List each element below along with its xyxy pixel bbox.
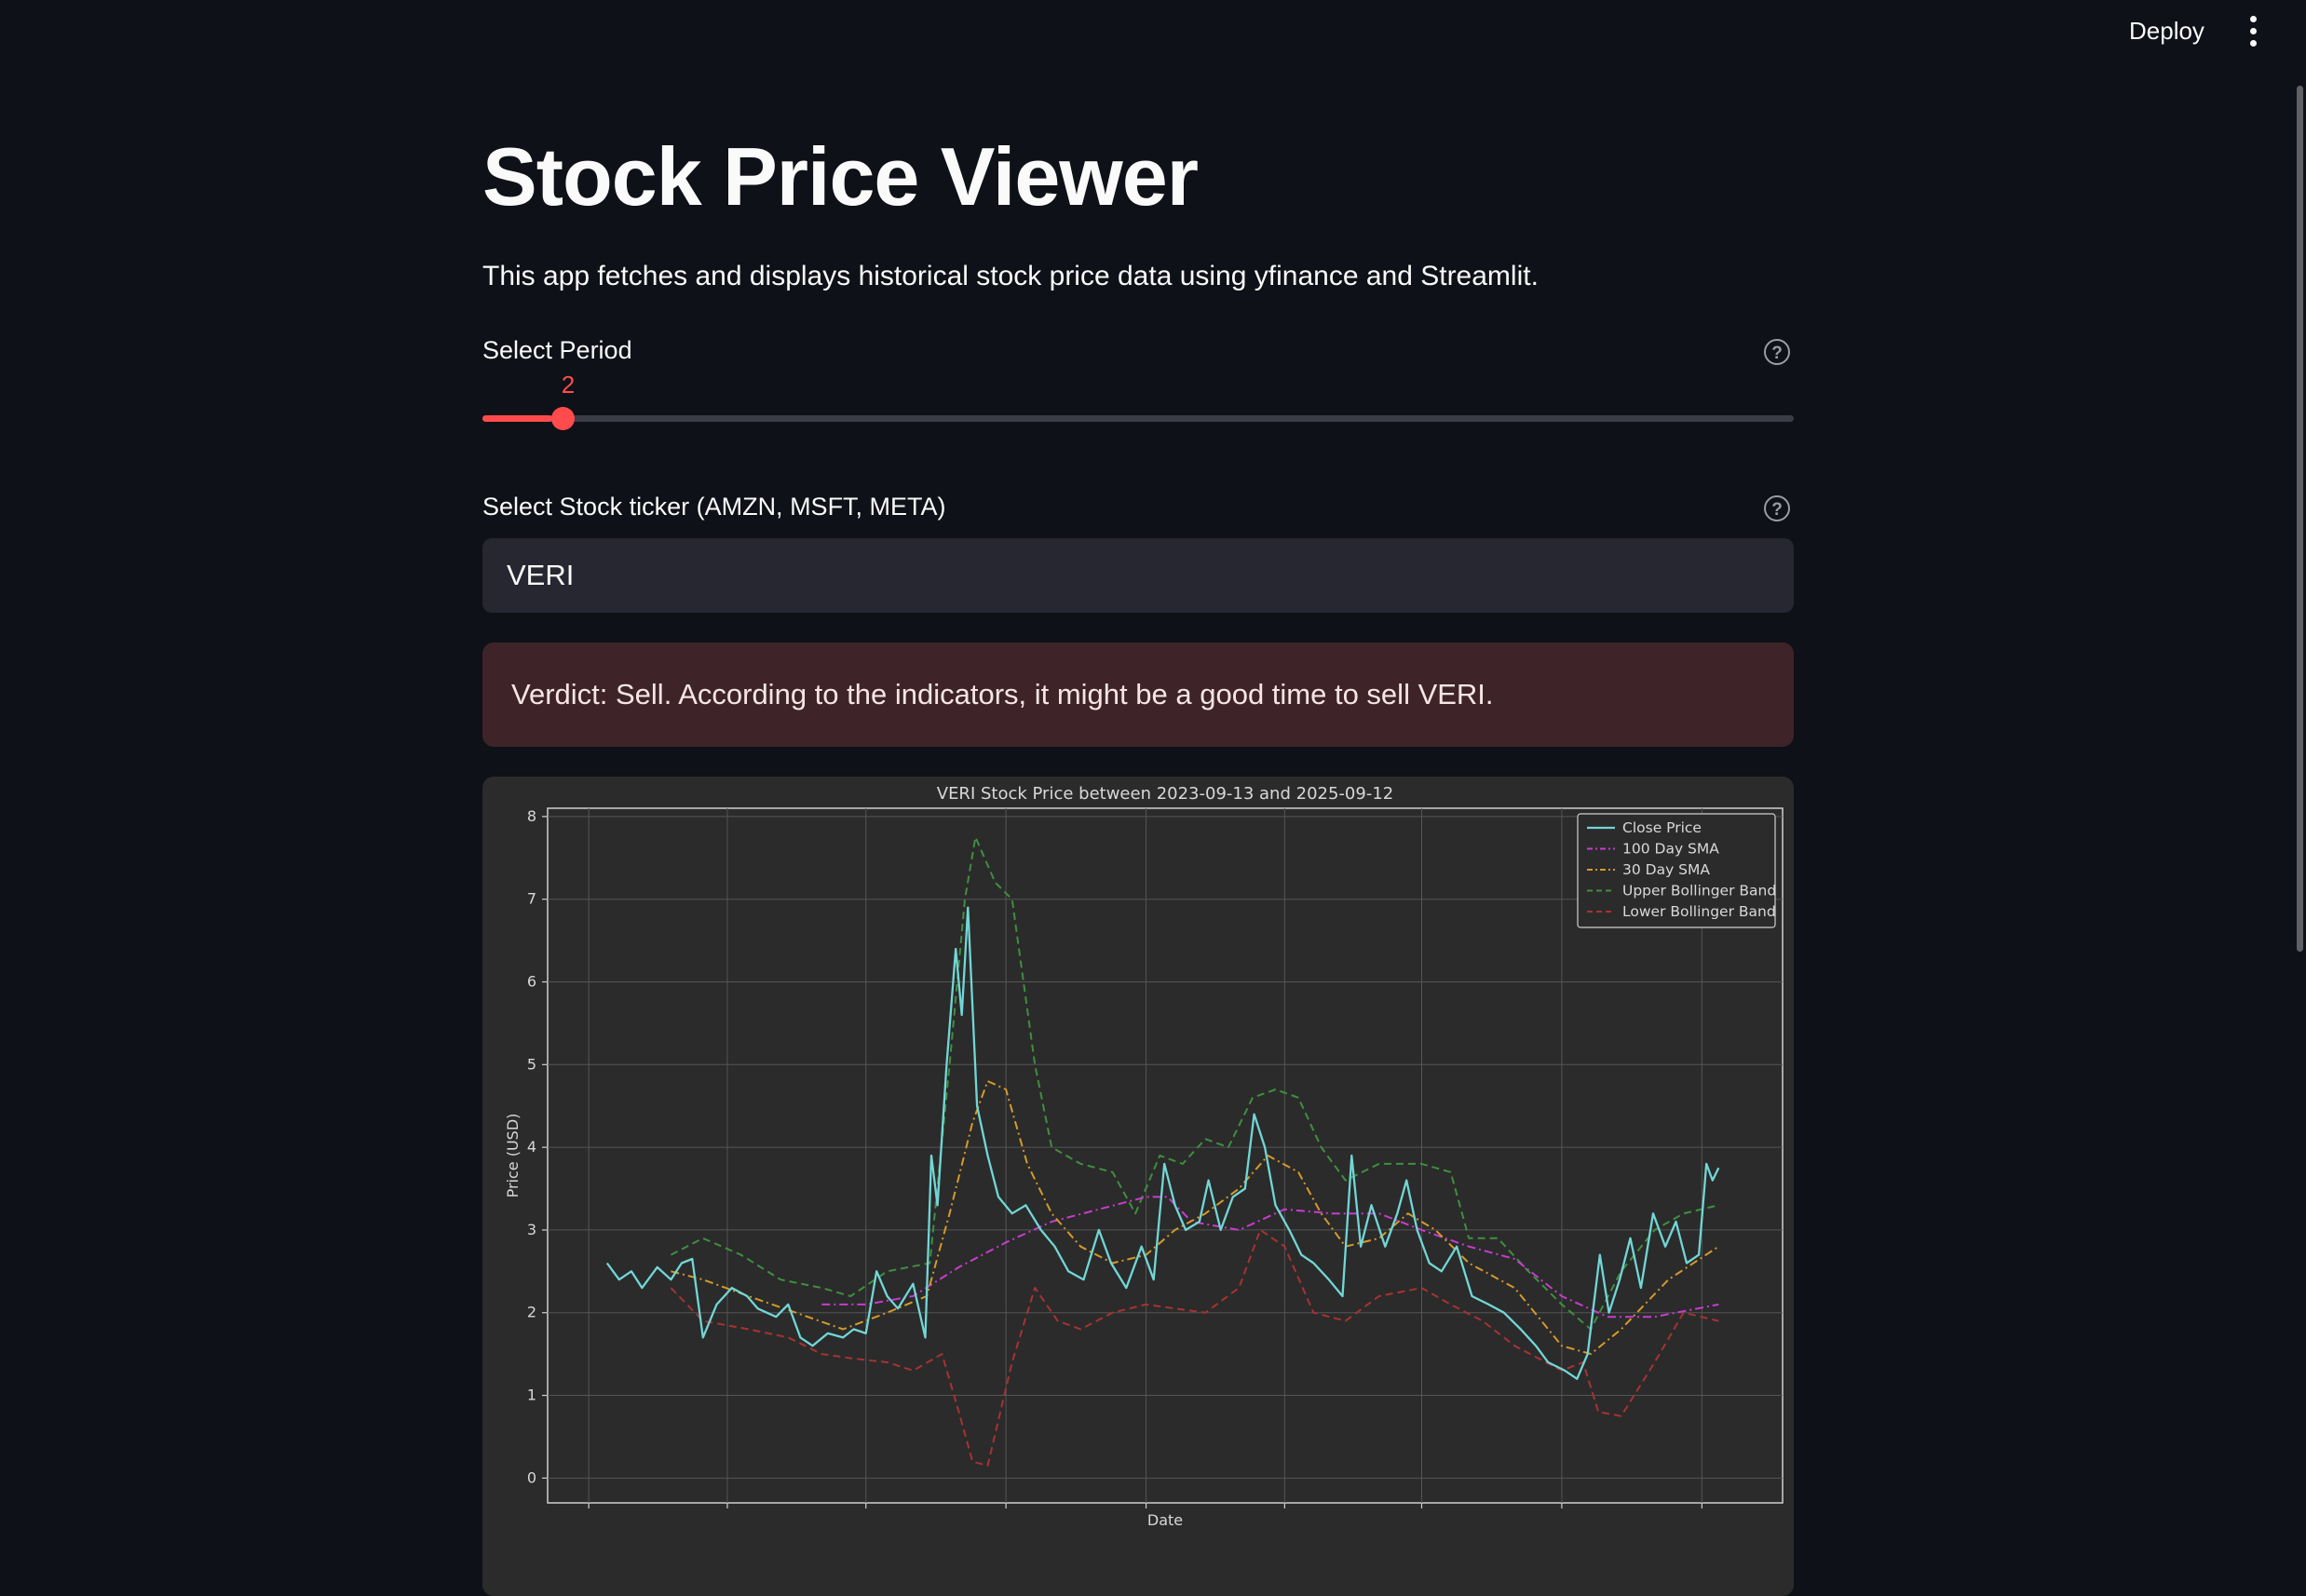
y-tick-label: 5 <box>527 1055 536 1073</box>
series-line-100-day-sma <box>821 1196 1719 1319</box>
app-header: Deploy <box>0 0 2306 61</box>
period-slider-fill <box>482 415 552 422</box>
legend-label: Lower Bollinger Band <box>1622 903 1776 920</box>
legend-label: Close Price <box>1622 819 1702 836</box>
legend-label: 100 Day SMA <box>1622 841 1719 858</box>
y-tick-label: 2 <box>527 1304 536 1321</box>
y-tick-label: 0 <box>527 1468 536 1486</box>
ticker-help-icon[interactable]: ? <box>1764 495 1790 521</box>
stock-chart-svg: 0 1 2 3 4 5 6 7 8 VERI Stock Price between 2023-0… <box>504 784 1784 1529</box>
page-title: Stock Price Viewer <box>482 130 1199 223</box>
deploy-button[interactable]: Deploy <box>2129 17 2204 45</box>
chart-title: VERI Stock Price between 2023-09-13 and … <box>937 784 1393 804</box>
kebab-menu-icon[interactable] <box>2239 9 2267 52</box>
page-description: This app fetches and displays historical… <box>482 261 1539 291</box>
scrollbar[interactable] <box>2297 86 2303 952</box>
period-slider-label: Select Period <box>482 336 632 364</box>
x-axis-label: Date <box>1147 1511 1183 1529</box>
period-slider-value: 2 <box>561 371 576 399</box>
y-tick-label: 4 <box>527 1138 536 1156</box>
chart-legend <box>1577 813 1776 928</box>
legend-label: Upper Bollinger Band <box>1622 883 1776 899</box>
y-tick-label: 7 <box>527 890 536 908</box>
series-line-upper-bollinger-band <box>670 836 1719 1331</box>
y-tick-label: 8 <box>527 807 536 825</box>
series-line-lower-bollinger-band <box>670 1228 1719 1467</box>
y-tick-label: 3 <box>527 1221 536 1238</box>
period-help-icon[interactable]: ? <box>1764 339 1790 365</box>
verdict-alert: Verdict: Sell. According to the indicato… <box>482 642 1794 747</box>
plot-area <box>547 807 1784 1504</box>
legend-label: 30 Day SMA <box>1622 861 1710 878</box>
series-line-30-day-sma <box>671 1080 1719 1356</box>
y-tick-label: 6 <box>527 973 536 991</box>
y-axis-label: Price (USD) <box>504 1114 522 1198</box>
series-line-close-price <box>605 906 1720 1380</box>
period-slider-track[interactable] <box>482 415 1794 422</box>
period-slider-thumb[interactable] <box>551 407 575 430</box>
ticker-input-label: Select Stock ticker (AMZN, MSFT, META) <box>482 493 946 521</box>
verdict-text: Verdict: Sell. According to the indicato… <box>511 678 1494 710</box>
ticker-input[interactable] <box>482 538 1794 613</box>
y-tick-label: 1 <box>527 1386 536 1404</box>
stock-chart: 0 1 2 3 4 5 6 7 8 VERI Stock Price between 2023-0… <box>482 777 1794 1596</box>
